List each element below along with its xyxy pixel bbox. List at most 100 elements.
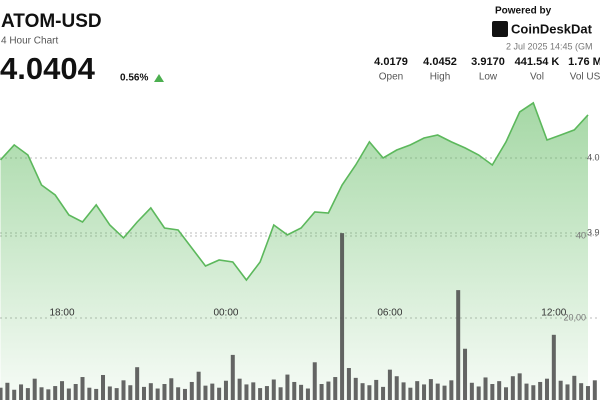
timestamp: 2 Jul 2025 14:45 (GM: [506, 41, 593, 51]
volume-bar: [217, 387, 222, 400]
price: 4.0404: [0, 51, 96, 86]
price-line: [0, 101, 589, 282]
volume-bar: [428, 379, 433, 400]
volume-bar: [572, 375, 577, 400]
volume-bar: [94, 388, 99, 400]
header: ATOM-USD 4 Hour Chart 4.0404 0.56% Power…: [0, 6, 593, 87]
volume-bar: [196, 371, 201, 400]
volume-bar: [469, 382, 474, 400]
y2-tick-label: 20,00: [563, 312, 586, 322]
change: 0.56%: [120, 73, 148, 84]
volume-bar: [579, 383, 584, 400]
volume-bar: [319, 384, 324, 400]
volume-bar: [60, 381, 65, 400]
volume-bar: [237, 378, 242, 400]
volume-bar: [128, 385, 133, 400]
volume-bar: [401, 382, 406, 400]
volume-bar: [135, 367, 140, 400]
volume-bar: [155, 388, 160, 400]
volume-bar: [285, 374, 290, 400]
volume-bar: [346, 368, 351, 400]
powered-by: Powered by: [495, 6, 552, 17]
volume-bar: [592, 380, 597, 400]
volume-bar: [53, 386, 58, 400]
x-tick-label: 00:00: [213, 308, 238, 319]
y-tick-label: 4.0: [587, 152, 600, 162]
stats: 4.0179 Open 4.0452 High 3.9170 Low 441.54 K Vol…: [374, 56, 600, 83]
volume-bar: [210, 383, 215, 400]
volume-bar: [80, 377, 85, 400]
volume-bar: [25, 388, 30, 400]
volume-bar: [517, 373, 522, 400]
volume-bar: [101, 374, 106, 400]
volume-bar: [203, 385, 208, 400]
volume-bar: [87, 387, 92, 400]
volume-bar: [299, 384, 304, 400]
pair-title: ATOM-USD: [1, 11, 102, 32]
y-tick-label: 3.9: [587, 227, 600, 237]
stat-label: Vol US: [570, 72, 600, 83]
stat-label: Low: [479, 72, 498, 83]
stat-value: 4.0452: [423, 56, 457, 68]
volume-bar: [32, 378, 37, 400]
volume-bar: [244, 384, 249, 400]
volume-bar: [230, 354, 235, 400]
volume-bar: [19, 384, 24, 400]
plot: 4.0 3.9 18:00 00:00 06:00 12:00 40 20,00: [0, 101, 600, 400]
volume-bar: [162, 384, 167, 400]
volume-bar: [107, 386, 112, 400]
stat-value: 3.9170: [471, 56, 505, 68]
stat-value: 1.76 M: [568, 56, 600, 68]
volume-bar: [189, 381, 194, 400]
volume-bar: [387, 369, 392, 400]
volume-bar: [46, 389, 51, 400]
volume-bar: [292, 381, 297, 400]
x-tick-label: 12:00: [541, 308, 566, 319]
volume-bar: [340, 233, 345, 400]
stat-value: 441.54 K: [515, 56, 560, 68]
volume-bar: [415, 381, 420, 400]
volume-bar: [490, 384, 495, 400]
volume-bar: [353, 377, 358, 400]
volume-bar: [66, 388, 71, 400]
volume-bar: [148, 383, 153, 400]
volume-bar: [422, 384, 427, 400]
volume-bar: [312, 362, 317, 400]
volume-bar: [271, 379, 276, 400]
volume-bar: [251, 382, 256, 400]
volume-bar: [0, 387, 3, 400]
stat-label: High: [430, 72, 451, 83]
volume-bar: [223, 380, 228, 400]
volume-bar: [73, 384, 78, 400]
volume-bar: [381, 386, 386, 400]
volume-bar: [114, 388, 119, 400]
volume-bar: [408, 387, 413, 400]
stat-value: 4.0179: [374, 56, 408, 68]
volume-bar: [278, 387, 283, 400]
stat-label: Vol: [530, 72, 544, 83]
volume-bar: [435, 383, 440, 400]
volume-bar: [12, 389, 17, 400]
volume-bar: [497, 381, 502, 400]
volume-bar: [504, 387, 509, 400]
volume-bar: [121, 380, 126, 400]
volume-bar: [524, 383, 529, 400]
volume-bar: [258, 388, 263, 400]
x-tick-label: 06:00: [377, 308, 402, 319]
volume-bar: [333, 377, 338, 400]
volume-bar: [176, 387, 181, 400]
volume-bar: [326, 381, 331, 400]
up-arrow: [154, 74, 164, 82]
brand: CoinDeskDat: [511, 21, 593, 36]
volume-bar: [463, 348, 468, 400]
volume-bar: [531, 385, 536, 400]
volume-bar: [182, 388, 187, 400]
volume-bar: [442, 385, 447, 400]
volume-bar: [449, 380, 454, 400]
stat-label: Open: [379, 72, 403, 83]
volume-bar: [39, 387, 44, 400]
volume-bar: [565, 384, 570, 400]
volume-bar: [544, 378, 549, 400]
volume-bar: [141, 386, 146, 400]
